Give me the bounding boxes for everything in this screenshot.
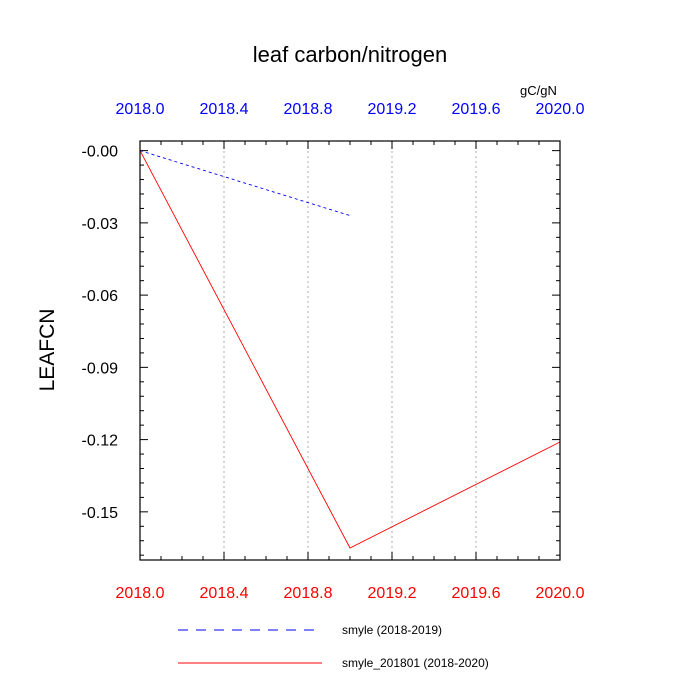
legend [178, 629, 322, 664]
top-x-tick-label: 2018.4 [200, 101, 249, 118]
bottom-x-tick-labels: 2018.0 2018.4 2018.8 2019.2 2019.6 2020.0 [116, 585, 585, 602]
series-line-1 [139, 150, 561, 549]
bottom-x-tick-label: 2019.2 [368, 585, 417, 602]
bottom-x-tick-label: 2018.4 [200, 585, 249, 602]
legend-label-smyle: smyle (2018-2019) [342, 623, 443, 637]
top-x-tick-label: 2019.6 [452, 101, 501, 118]
bottom-x-tick-label: 2018.0 [116, 585, 165, 602]
series-lines [139, 150, 561, 549]
y-tick-label: -0.09 [82, 360, 119, 377]
chart-title: leaf carbon/nitrogen [252, 42, 448, 67]
top-x-tick-label: 2018.0 [116, 101, 165, 118]
grid-lines [223, 141, 477, 560]
top-x-tick-label: 2018.8 [284, 101, 333, 118]
units-label: gC/gN [520, 83, 557, 98]
axis-ticks [139, 141, 561, 560]
y-tick-label: -0.03 [82, 216, 119, 233]
y-axis-label: LEAFCN [36, 308, 59, 392]
series-line-0 [139, 150, 351, 217]
y-tick-label: -0.06 [82, 288, 119, 305]
legend-label-smyle-201801: smyle_201801 (2018-2020) [342, 656, 489, 670]
bottom-x-tick-label: 2019.6 [452, 585, 501, 602]
y-tick-label: -0.12 [82, 433, 119, 450]
y-tick-labels: -0.00 -0.03 -0.06 -0.09 -0.12 -0.15 [82, 144, 119, 522]
bottom-x-tick-label: 2020.0 [536, 585, 585, 602]
top-x-tick-labels: 2018.0 2018.4 2018.8 2019.2 2019.6 2020.0 [116, 101, 585, 118]
top-x-tick-label: 2019.2 [368, 101, 417, 118]
top-x-tick-label: 2020.0 [536, 101, 585, 118]
y-tick-label: -0.15 [82, 505, 119, 522]
bottom-x-tick-label: 2018.8 [284, 585, 333, 602]
y-tick-label: -0.00 [82, 144, 119, 161]
plot-frame [139, 140, 561, 561]
